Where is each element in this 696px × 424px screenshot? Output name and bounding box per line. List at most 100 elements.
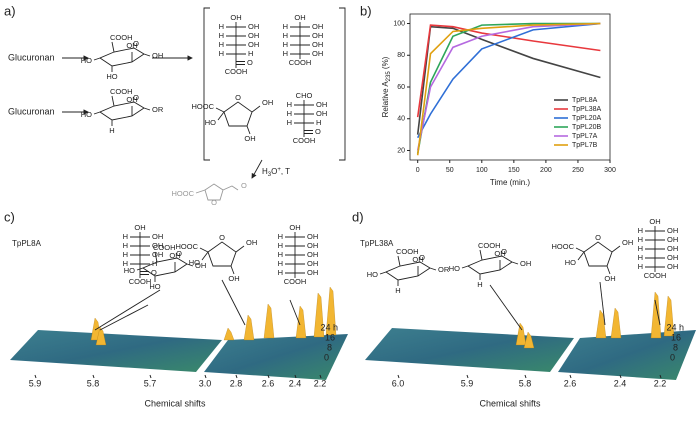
x-axis-label: Chemical shifts <box>479 398 541 408</box>
atom-label: OH <box>248 22 259 31</box>
z-tick-label: 16 <box>325 332 335 342</box>
x-tick <box>569 374 572 379</box>
atom-label: COOH <box>284 277 307 286</box>
atom-label: H <box>283 31 288 40</box>
atom-label: H <box>316 118 321 127</box>
atom-label: HO <box>189 258 200 267</box>
peak <box>263 303 275 339</box>
x-tick-label: 0 <box>416 167 420 174</box>
x-tick <box>294 374 297 379</box>
atom-label: O <box>235 93 241 102</box>
atom-label: OH <box>152 232 163 241</box>
x-tick <box>235 374 238 379</box>
atom-label: OH <box>667 235 678 244</box>
atom-label: HOOC <box>176 242 199 251</box>
atom-label: O <box>133 93 139 102</box>
product-label: O <box>241 181 247 190</box>
peak <box>650 291 662 339</box>
atom-label: OH <box>244 134 255 143</box>
atom-label: HO <box>205 118 216 127</box>
z-tick-label: 8 <box>673 342 678 352</box>
atom-label: OH <box>307 241 318 250</box>
atom-label: O <box>501 247 507 256</box>
legend-label: TpPL38A <box>572 106 602 113</box>
bond <box>93 41 151 72</box>
x-tick <box>659 374 662 379</box>
atom-label: OH <box>307 259 318 268</box>
atom-label: H <box>123 241 128 250</box>
atom-label: OH <box>622 238 633 247</box>
y-tick-label: 100 <box>393 20 405 27</box>
line-series <box>416 22 601 139</box>
atom-label: OH <box>307 268 318 277</box>
atom-label: OH <box>126 95 137 104</box>
substrate: Glucuronan <box>8 106 55 116</box>
atom-label: OH <box>307 250 318 259</box>
atom-label: H <box>283 40 288 49</box>
z-tick-label: 24 h <box>666 322 684 332</box>
atom-label: H <box>283 49 288 58</box>
x-axis-label: Time (min.) <box>490 178 530 187</box>
x-tick <box>34 374 37 379</box>
bond <box>575 241 621 275</box>
line-series <box>416 22 601 156</box>
y-axis-label-part: Relative A <box>381 81 390 118</box>
x-tick-label: 100 <box>476 167 488 174</box>
x-tick-label: 5.9 <box>461 378 474 388</box>
atom-label: HOOC <box>192 102 215 111</box>
z-tick-label: 8 <box>327 342 332 352</box>
atom-label: OH <box>228 274 239 283</box>
atom-label: H <box>278 232 283 241</box>
atom-label: COOH <box>396 247 419 256</box>
atom-label: OH <box>667 253 678 262</box>
atom-label: H <box>287 109 292 118</box>
peak <box>313 292 325 338</box>
atom-label: OH <box>316 100 327 109</box>
spectrum-title: TpPL8A <box>12 239 42 248</box>
panel-label: b) <box>360 3 372 18</box>
y-tick-label: 40 <box>397 116 405 123</box>
bond <box>236 61 245 65</box>
atom-label: OH <box>494 249 505 258</box>
bond <box>140 271 149 275</box>
atom-label: OH <box>246 238 257 247</box>
atom-label: OH <box>667 262 678 271</box>
legend-label: TpPL8A <box>572 97 598 104</box>
atom-label: COOH <box>644 271 667 280</box>
x-tick-label: 2.6 <box>262 378 275 388</box>
atom-label: OH <box>649 217 660 226</box>
x-tick-label: 2.2 <box>314 378 327 388</box>
atom-label: HO <box>81 56 92 65</box>
atom-label: H <box>287 118 292 127</box>
atom-label: HO <box>106 72 117 81</box>
legend-label: TpPL7B <box>572 142 598 149</box>
atom-label: O <box>595 233 601 242</box>
bond <box>304 130 313 134</box>
atom-label: H <box>219 22 224 31</box>
x-axis-label: Chemical shifts <box>144 398 206 408</box>
atom-label: H <box>638 244 643 253</box>
atom-label: O <box>315 127 321 136</box>
x-tick-label: 200 <box>540 167 552 174</box>
x-tick <box>204 374 207 379</box>
legend-label: TpPL20A <box>572 115 602 122</box>
atom-label: H <box>248 49 253 58</box>
atom-label: OH <box>195 261 206 270</box>
peak <box>610 307 622 339</box>
x-tick <box>267 374 270 379</box>
atom-label: H <box>219 31 224 40</box>
x-tick <box>149 374 152 379</box>
atom-label: H <box>219 49 224 58</box>
atom-label: O <box>133 39 139 48</box>
atom-label: OH <box>289 223 300 232</box>
atom-label: O <box>176 249 182 258</box>
atom-label: OR <box>438 265 450 274</box>
atom-label: COOH <box>225 67 248 76</box>
lead-line <box>94 289 161 331</box>
atom-label: HO <box>449 264 460 273</box>
